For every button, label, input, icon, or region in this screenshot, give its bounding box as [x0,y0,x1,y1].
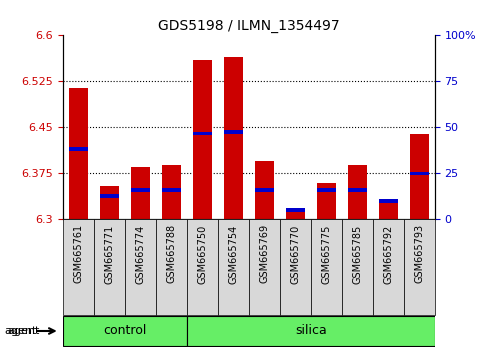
Bar [379,201,398,219]
Text: GSM665771: GSM665771 [104,224,114,284]
Bar [317,188,336,192]
Bar [125,219,156,315]
Bar [317,183,336,219]
Bar [156,219,187,315]
Bar [162,165,181,219]
Bar [249,219,280,315]
Bar [348,188,367,192]
Text: GSM665769: GSM665769 [259,224,269,284]
Bar [404,219,435,315]
Bar [162,188,181,192]
Text: GSM665761: GSM665761 [73,224,83,284]
Bar [218,219,249,315]
Bar [69,87,87,219]
Bar [224,57,242,219]
Bar [348,165,367,219]
Bar [342,219,373,315]
Title: GDS5198 / ILMN_1354497: GDS5198 / ILMN_1354497 [158,19,340,33]
Bar [131,167,150,219]
Bar [187,219,218,315]
Bar [410,172,428,175]
Bar [379,199,398,203]
Text: GSM665754: GSM665754 [228,224,238,284]
Text: GSM665785: GSM665785 [352,224,362,284]
Bar [69,147,87,151]
Bar [286,208,304,211]
Text: silica: silica [295,325,327,337]
Text: GSM665792: GSM665792 [383,224,393,284]
Text: GSM665788: GSM665788 [166,224,176,284]
Bar [94,219,125,315]
Bar [63,316,187,346]
Bar [286,209,304,219]
Bar [280,219,311,315]
Bar [100,194,119,198]
Text: GSM665750: GSM665750 [197,224,207,284]
Bar [255,188,273,192]
Bar [224,130,242,133]
Text: GSM665774: GSM665774 [135,224,145,284]
Bar [410,133,428,219]
Bar [311,219,342,315]
Bar [373,219,404,315]
Bar [100,186,119,219]
Bar [63,219,94,315]
Text: agent: agent [8,326,40,336]
Text: control: control [103,325,146,337]
Bar [193,132,212,136]
Bar [255,161,273,219]
Text: GSM665775: GSM665775 [321,224,331,284]
Text: agent: agent [5,326,37,336]
Bar [193,60,212,219]
Text: GSM665770: GSM665770 [290,224,300,284]
Bar [131,188,150,192]
Bar [187,316,435,346]
Text: GSM665793: GSM665793 [414,224,424,284]
